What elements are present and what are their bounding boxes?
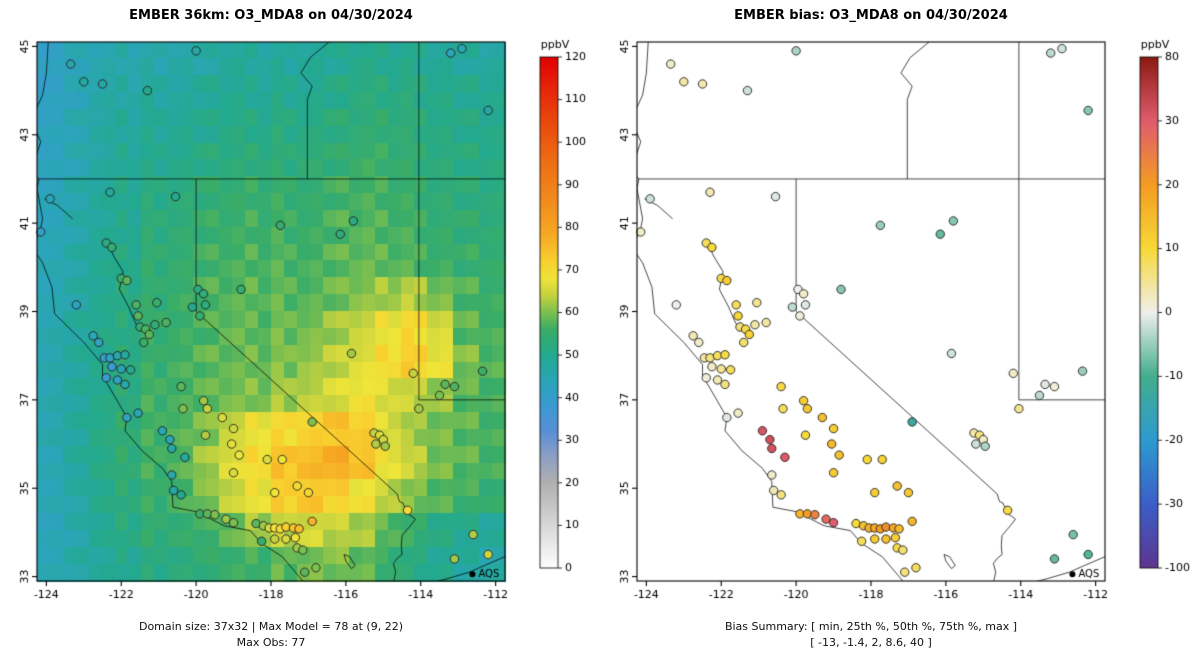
model-plot-canvas [0, 0, 600, 672]
bias-plot-canvas [600, 0, 1200, 672]
bias-panel: EMBER bias: O3_MDA8 on 04/30/2024 Bias S… [600, 0, 1200, 672]
model-caption-domain: Domain size: 37x32 | Max Model = 78 at (… [138, 620, 403, 633]
model-plot-title: EMBER 36km: O3_MDA8 on 04/30/2024 [129, 8, 413, 23]
bias-plot-title: EMBER bias: O3_MDA8 on 04/30/2024 [734, 8, 1008, 23]
model-caption-maxobs: Max Obs: 77 [236, 636, 306, 649]
bias-caption-summary-values: [ -13, -1.4, 2, 8.6, 40 ] [810, 636, 932, 649]
model-panel: EMBER 36km: O3_MDA8 on 04/30/2024 Domain… [0, 0, 600, 672]
bias-caption-summary-label: Bias Summary: [ min, 25th %, 50th %, 75t… [724, 620, 1018, 633]
